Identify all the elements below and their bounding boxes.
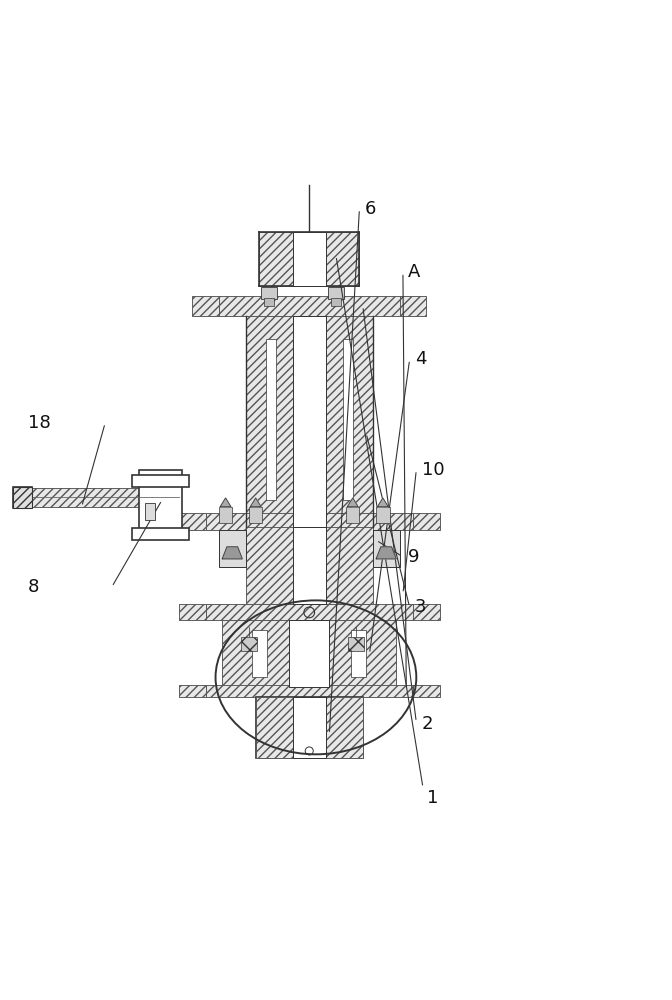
Polygon shape [378, 498, 388, 507]
Polygon shape [220, 498, 231, 507]
Bar [413, 685, 439, 697]
Bar [292, 316, 326, 527]
Bar [265, 339, 276, 500]
Bar [376, 507, 390, 523]
Bar [261, 287, 277, 299]
Bar [255, 697, 363, 758]
Bar [206, 513, 413, 530]
Bar [179, 513, 206, 530]
Bar [331, 298, 341, 306]
Bar [253, 630, 267, 677]
Bar [13, 487, 32, 508]
Bar [351, 630, 366, 677]
Bar [206, 685, 413, 697]
Bar [15, 488, 138, 507]
Polygon shape [376, 547, 396, 559]
Bar [132, 528, 189, 540]
Bar [179, 604, 206, 620]
Bar [246, 316, 373, 527]
Bar [249, 507, 262, 523]
Bar [219, 507, 233, 523]
Text: 18: 18 [28, 414, 51, 432]
Bar [206, 685, 413, 697]
Bar [413, 685, 439, 697]
Polygon shape [222, 547, 243, 559]
Bar [206, 604, 413, 620]
Bar [246, 527, 373, 604]
Bar [145, 503, 155, 520]
Bar [241, 637, 257, 651]
Bar [219, 530, 246, 567]
Bar [192, 296, 219, 316]
Bar [346, 507, 360, 523]
Circle shape [305, 747, 313, 755]
Polygon shape [251, 498, 261, 507]
Bar [219, 296, 400, 316]
Text: A: A [409, 263, 421, 281]
Bar [292, 697, 326, 758]
Bar [259, 232, 360, 286]
Bar [413, 604, 439, 620]
Text: 10: 10 [421, 461, 444, 479]
Bar [246, 527, 373, 604]
Bar [246, 316, 373, 527]
Bar [400, 296, 426, 316]
Bar [179, 685, 206, 697]
Text: 1: 1 [427, 789, 438, 807]
Text: 2: 2 [421, 715, 433, 733]
Bar [373, 530, 400, 567]
Bar [413, 604, 439, 620]
Bar [413, 513, 439, 530]
Text: 3: 3 [415, 598, 426, 616]
Bar [206, 513, 413, 530]
Bar [179, 604, 206, 620]
Bar [206, 604, 413, 620]
Bar [289, 620, 329, 687]
Bar [292, 232, 326, 286]
Bar [192, 296, 219, 316]
Polygon shape [347, 498, 358, 507]
Bar [219, 296, 400, 316]
Bar [179, 513, 206, 530]
Bar [400, 296, 426, 316]
Bar [138, 470, 182, 530]
Text: 8: 8 [28, 578, 40, 596]
Bar [348, 637, 364, 651]
Bar [255, 697, 363, 758]
Bar [132, 475, 189, 487]
Bar [263, 298, 274, 306]
Bar [343, 339, 353, 500]
Bar [328, 287, 344, 299]
Bar [255, 697, 363, 758]
Bar [413, 513, 439, 530]
Bar [179, 685, 206, 697]
Bar [259, 232, 360, 286]
Bar [13, 487, 32, 508]
Bar [222, 620, 396, 687]
Text: 9: 9 [409, 548, 420, 566]
Text: 6: 6 [365, 200, 376, 218]
Text: 4: 4 [415, 350, 427, 368]
Bar [292, 527, 326, 604]
Bar [15, 488, 138, 507]
Bar [222, 620, 396, 687]
